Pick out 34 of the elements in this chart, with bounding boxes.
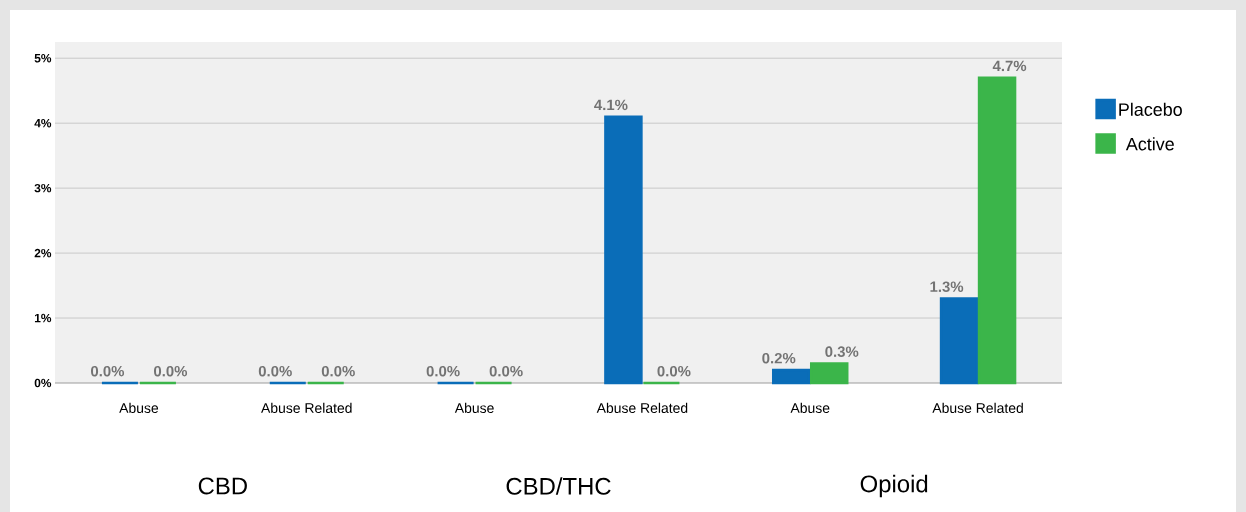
y-tick-label: 0% — [34, 378, 52, 388]
data-label: 0.0% — [489, 365, 523, 377]
y-tick-label: 4% — [34, 118, 52, 128]
data-label: 4.7% — [992, 60, 1027, 72]
text: CBD/THC — [506, 477, 611, 495]
x-tick-label: Abuse — [790, 402, 830, 414]
y-tick-label: 5% — [34, 54, 52, 63]
data-label: 0.0% — [321, 365, 355, 377]
legend-label: Active — [1125, 137, 1174, 151]
data-label: 1.3% — [930, 281, 964, 293]
data-label: 0.0% — [657, 365, 691, 377]
data-label: 0.0% — [426, 365, 460, 377]
legend-label: Placebo — [1119, 102, 1182, 116]
y-tick-label: 3% — [34, 183, 52, 193]
text: Opioid — [860, 474, 928, 498]
bar — [771, 368, 811, 385]
bar — [977, 76, 1017, 385]
bar — [604, 115, 643, 385]
data-label: 4.1% — [594, 99, 628, 111]
data-label: 0.3% — [825, 346, 859, 357]
x-tick-label: Abuse Related — [596, 402, 688, 414]
y-tick-label: 1% — [34, 313, 52, 323]
text: CBD — [198, 477, 247, 495]
x-tick-label: Abuse — [119, 402, 159, 414]
bar — [939, 297, 979, 385]
bar — [809, 362, 849, 385]
x-tick-label: Abuse Related — [932, 402, 1023, 414]
y-tick-label: 2% — [34, 248, 52, 258]
x-tick-label: Abuse Related — [261, 402, 352, 414]
data-label: 0.0% — [153, 365, 188, 377]
data-label: 0.0% — [90, 365, 125, 377]
data-label: 0.2% — [762, 352, 796, 364]
x-tick-label: Abuse — [454, 402, 494, 414]
data-label: 0.0% — [258, 365, 292, 377]
